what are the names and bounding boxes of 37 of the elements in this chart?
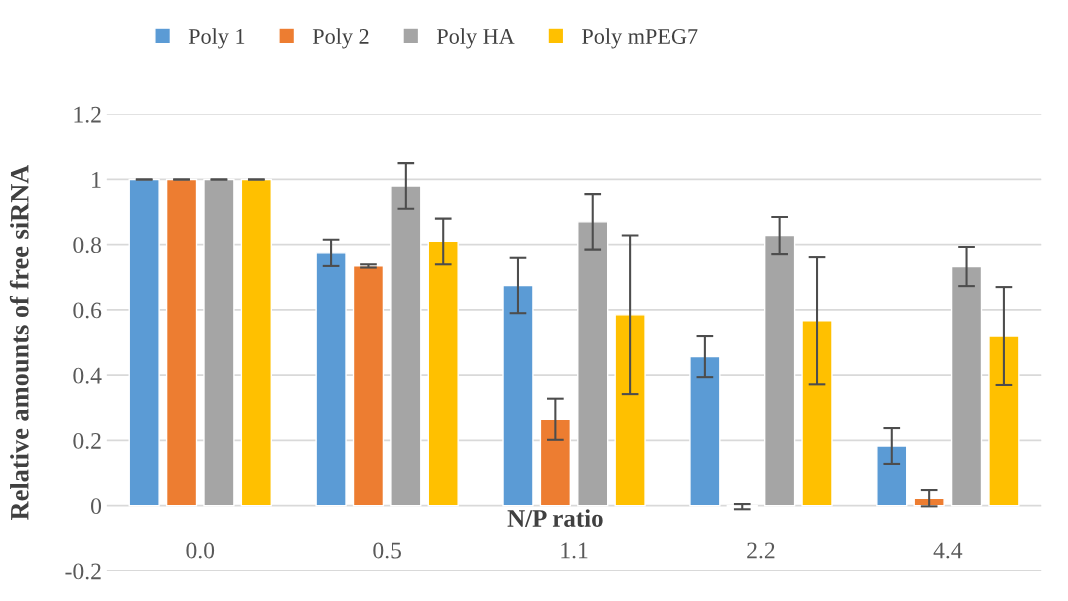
- y-tick-label: 0: [91, 498, 102, 515]
- legend-label: Poly 2: [312, 28, 369, 49]
- y-tick-label: -0.2: [65, 563, 101, 580]
- y-tick-label: 0.2: [73, 432, 101, 449]
- bar: [315, 252, 347, 507]
- x-tick-label: 2.2: [747, 542, 775, 559]
- bar: [950, 265, 983, 507]
- y-tick-label: 1.2: [74, 106, 101, 123]
- bar: [577, 221, 609, 507]
- bar: [203, 178, 235, 507]
- legend-label: Poly mPEG7: [582, 28, 698, 49]
- y-tick-label: 1: [92, 172, 101, 188]
- bar: [128, 178, 160, 507]
- y-tick-label: 0.6: [73, 302, 102, 319]
- legend-label: Poly 1: [188, 28, 245, 49]
- bar: [614, 314, 646, 507]
- y-tick-label: 0.8: [73, 237, 102, 254]
- bar: [876, 445, 908, 507]
- legend-label: Poly HA: [436, 28, 515, 49]
- bar: [352, 265, 385, 507]
- y-axis-title: Relative amounts of free siRNA: [9, 164, 29, 520]
- bar: [689, 355, 721, 507]
- y-tick-label: 0.4: [73, 367, 102, 384]
- x-tick-label: 1.1: [561, 542, 588, 559]
- bar: [165, 178, 198, 507]
- bar: [427, 240, 459, 507]
- x-tick-label: 0.0: [186, 542, 215, 559]
- bar: [502, 284, 534, 507]
- x-tick-label: 0.5: [373, 542, 401, 559]
- bar: [763, 234, 796, 507]
- bar: [240, 178, 272, 507]
- bar: [539, 418, 572, 507]
- x-axis-title: N/P ratio: [507, 509, 603, 527]
- bar: [390, 185, 422, 507]
- bar: [801, 320, 833, 507]
- x-tick-label: 4.4: [933, 542, 963, 559]
- bar: [988, 335, 1020, 507]
